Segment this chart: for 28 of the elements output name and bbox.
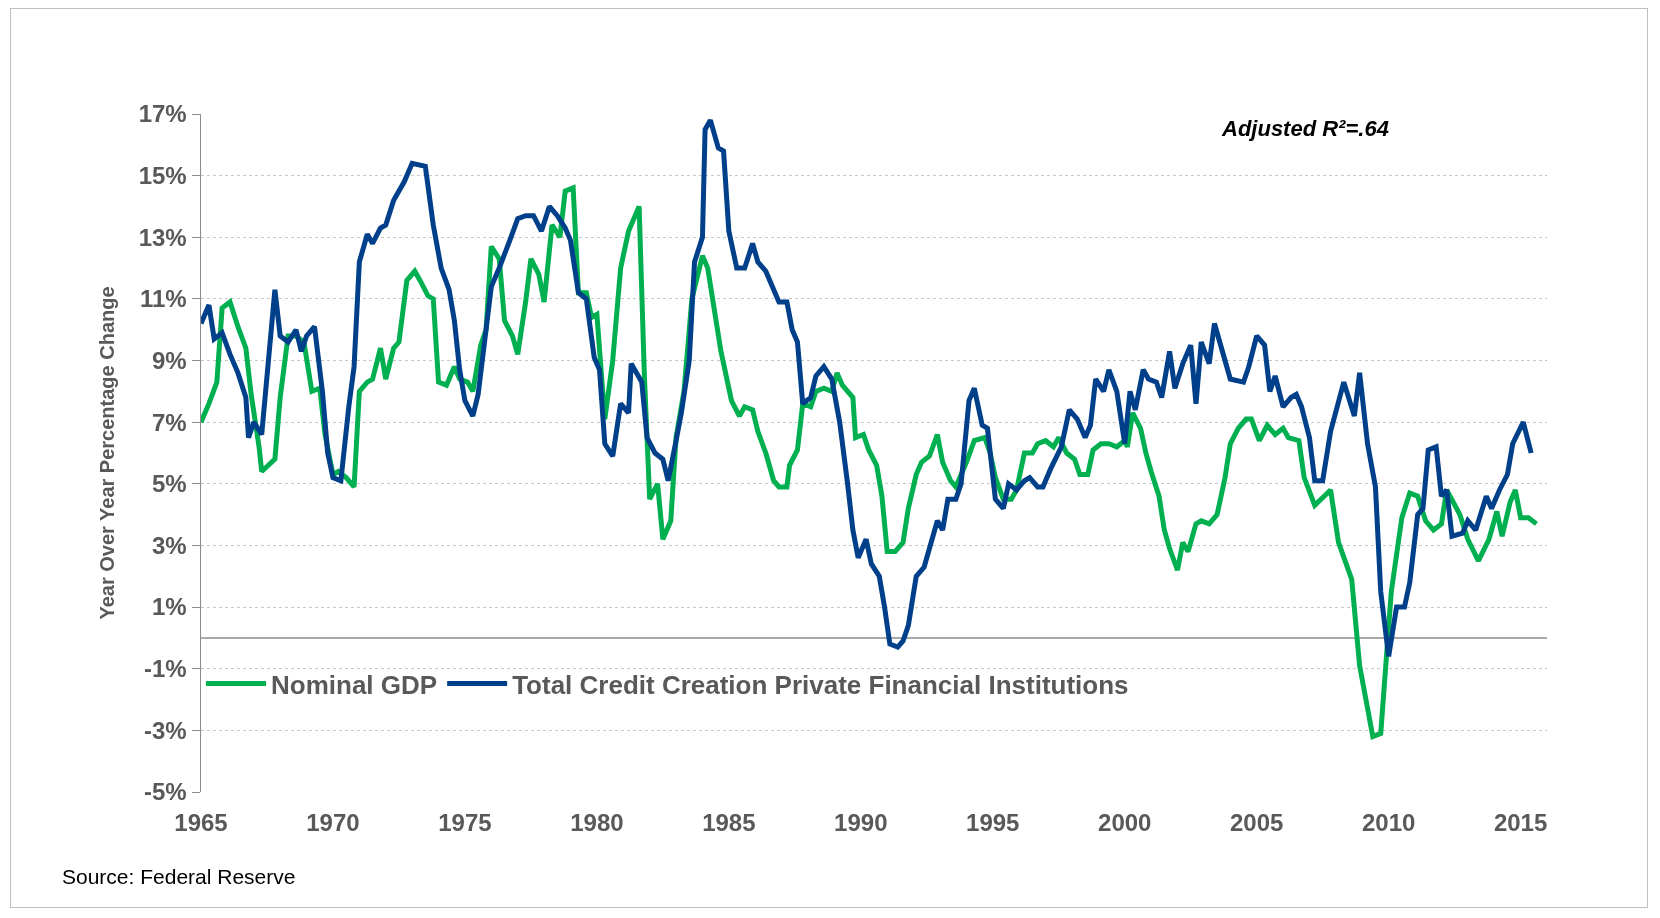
x-tick-label: 1980 [570, 809, 624, 836]
x-tick-label: 1975 [438, 809, 492, 836]
x-tick-label: 1970 [306, 809, 360, 836]
y-tick-label: 7% [152, 408, 187, 436]
x-tick-label: 1985 [702, 809, 756, 836]
x-tick-label: 2000 [1098, 809, 1152, 836]
y-tick-label: 11% [139, 285, 187, 313]
x-tick-label: 2015 [1493, 809, 1548, 836]
x-tick-label: 2010 [1361, 809, 1416, 836]
y-tick-label: 5% [152, 470, 187, 498]
y-tick-label: -1% [144, 655, 187, 683]
legend-label: Nominal GDP [271, 669, 438, 700]
y-tick-label: -3% [144, 716, 187, 744]
x-tick-label: 1990 [834, 809, 888, 836]
y-tick-label: 3% [152, 531, 187, 559]
y-tick-label: 9% [152, 346, 187, 374]
y-tick-label: 15% [138, 162, 187, 190]
y-tick-label: 17% [138, 100, 187, 128]
source-note: Source: Federal Reserve [62, 865, 296, 888]
x-tick-label: 1995 [966, 809, 1020, 836]
y-axis-title: Year Over Year Percentage Change [96, 286, 119, 620]
x-tick-label: 2005 [1229, 809, 1284, 836]
y-tick-label: -5% [144, 778, 187, 806]
y-tick-label: 1% [152, 593, 187, 621]
legend-label: Total Credit Creation Private Financial Institutions [512, 669, 1129, 700]
y-tick-label: 13% [138, 223, 187, 251]
x-tick-label: 1965 [174, 809, 228, 836]
annotation: Adjusted R²=.64 [1221, 116, 1389, 141]
